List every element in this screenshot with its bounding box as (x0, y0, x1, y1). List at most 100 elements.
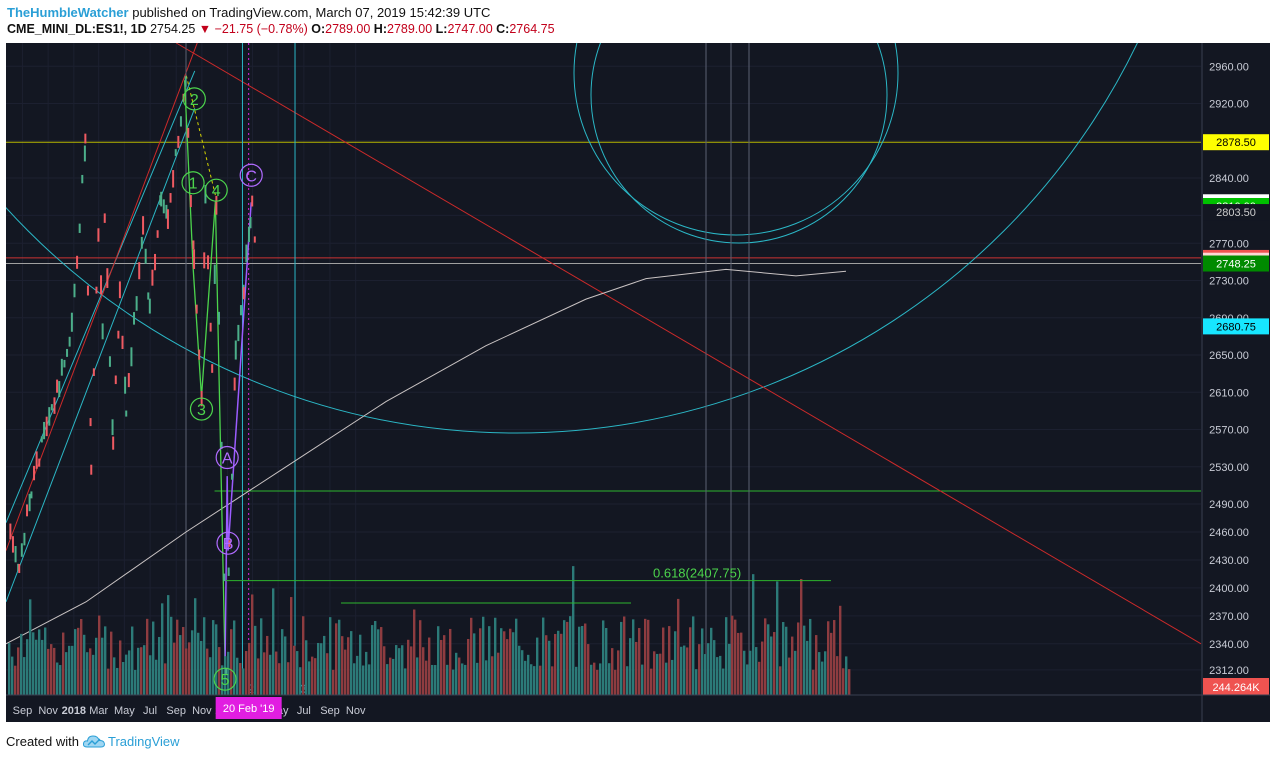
wave-label-circle (239, 163, 263, 187)
candle (233, 377, 236, 391)
volume-bar (668, 626, 671, 695)
volume-bar (602, 620, 605, 695)
candle (48, 407, 51, 426)
volume-bar (794, 650, 797, 695)
volume-bar (848, 669, 851, 695)
volume-bar (422, 647, 425, 695)
wave-label-5: 5 (221, 672, 230, 689)
candle (251, 195, 254, 207)
wave-label-4: 4 (212, 183, 221, 200)
candle (209, 322, 212, 332)
volume-bar (740, 632, 743, 695)
volume-bar (152, 621, 155, 695)
candle (125, 410, 128, 417)
volume-bar (653, 651, 656, 695)
volume-bar (818, 652, 821, 695)
price-label-bg (1203, 255, 1269, 272)
low-label: L: (435, 22, 448, 36)
candle (76, 255, 79, 269)
volume-bar (749, 650, 752, 695)
volume-bar (395, 645, 398, 695)
volume-bar (86, 652, 89, 695)
candle (66, 348, 69, 357)
volume-bar (227, 651, 230, 695)
volume-bar (845, 656, 848, 695)
candle (40, 436, 43, 443)
time-axis[interactable]: SepNov2018MarMayJulSepNov2019MarMayJulSe… (6, 694, 1270, 719)
volume-bar (761, 641, 764, 695)
price-label: 2803.50 (1216, 207, 1256, 219)
volume-bar (644, 618, 647, 695)
candle (97, 228, 100, 242)
volume-bar (284, 636, 287, 695)
author-link[interactable]: TheHumbleWatcher (7, 5, 129, 20)
volume-bar (407, 639, 410, 695)
tradingview-link[interactable]: TradingView (108, 734, 180, 749)
volume-bar (140, 647, 143, 695)
candle (68, 336, 71, 347)
wave-label-circle (213, 667, 237, 691)
candle (60, 358, 63, 376)
volume-bar (434, 665, 437, 695)
candle (156, 230, 159, 238)
volume-bar (821, 661, 824, 695)
volume-bar (161, 603, 164, 695)
volume-bar (248, 642, 251, 695)
volume-bar (815, 635, 818, 695)
volume-bar (11, 656, 14, 695)
candle (203, 252, 206, 269)
volume-bar (485, 660, 488, 695)
volume-bar (29, 599, 32, 695)
volume-bar (482, 616, 485, 695)
candle (84, 133, 87, 144)
candle (100, 275, 103, 295)
volume-bar (830, 632, 833, 695)
volume-bar (44, 627, 47, 695)
time-tick: Jul (297, 705, 311, 717)
volume-bar (491, 656, 494, 695)
volume-bar (287, 662, 290, 695)
volume-bar (731, 615, 734, 695)
volume-bar (461, 663, 464, 695)
volume-bar (776, 581, 779, 695)
volume-bar (536, 637, 539, 695)
volume-bar (824, 651, 827, 695)
price-axis[interactable]: 2312.00 2340.00 2370.00 2400.00 2430.00 2460.… (1201, 43, 1270, 722)
volume-bar (104, 626, 107, 695)
volume-bar (839, 605, 842, 695)
wave-label-circle (182, 87, 206, 111)
candle (228, 540, 231, 547)
symbol-info: CME_MINI_DL:ES1!, 1D 2754.25 ▼ −21.75 (−… (7, 22, 555, 36)
footer: Created with TradingView (6, 734, 180, 749)
price-tick: 2340.00 (1209, 639, 1249, 651)
volume-bar (269, 654, 272, 695)
volume-bar (785, 626, 788, 695)
candle (195, 304, 198, 314)
volume-bar (236, 657, 239, 695)
volume-bar (116, 667, 119, 695)
volume-bar (353, 663, 356, 695)
volume-bar (755, 647, 758, 695)
candle (193, 249, 196, 269)
volume-bar (551, 666, 554, 695)
candle (28, 493, 31, 512)
volume-bar (254, 625, 257, 695)
volume-bar (347, 637, 350, 695)
volume-bar (320, 643, 323, 695)
candle (73, 283, 76, 298)
volume-bar (782, 622, 785, 695)
volume-bar (113, 657, 116, 695)
candle (227, 567, 230, 576)
candle (81, 174, 84, 184)
volume-bar (134, 669, 137, 695)
volume-bar (524, 660, 527, 695)
last-price: 2754.25 (150, 22, 196, 36)
volume-bar (338, 619, 341, 695)
volume-bar (221, 665, 224, 695)
volume-bar (20, 633, 23, 695)
volume-bar (449, 628, 452, 695)
volume-bar (713, 640, 716, 695)
volume-bar (143, 645, 146, 695)
